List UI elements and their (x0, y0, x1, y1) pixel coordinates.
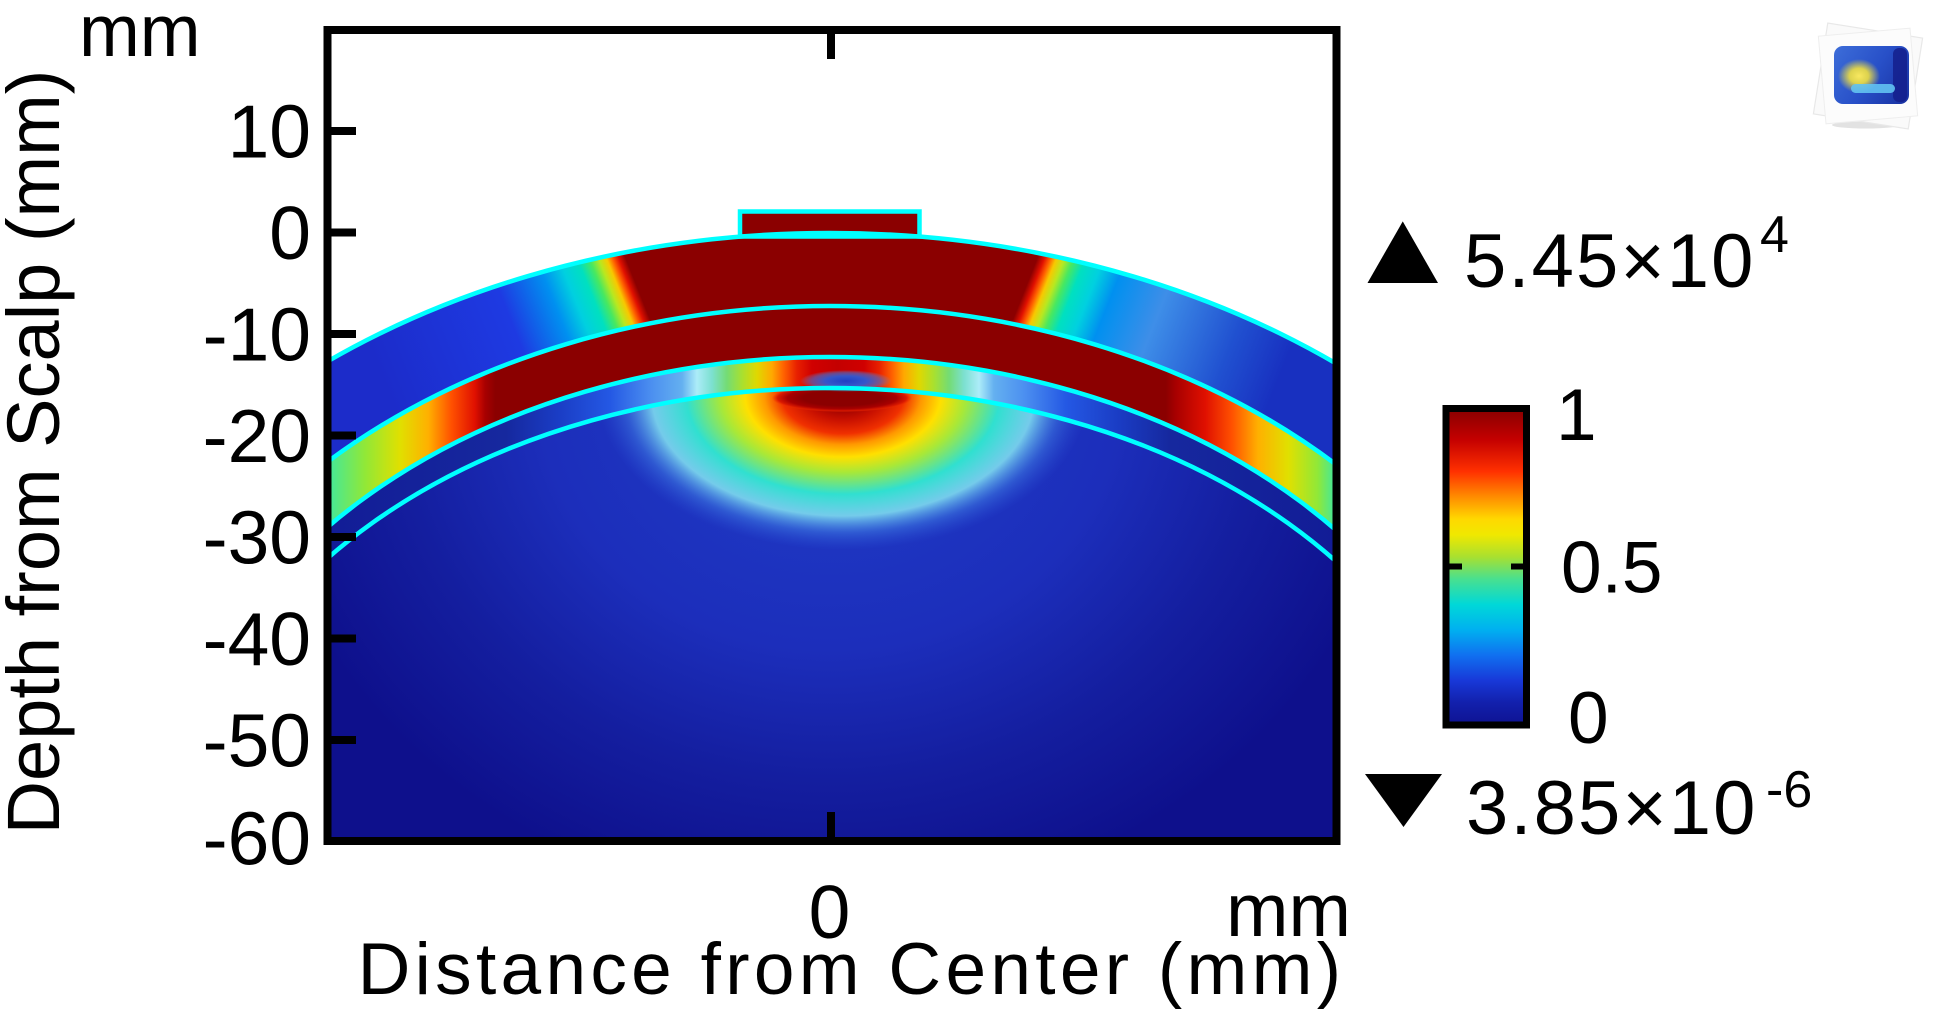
svg-text:5.45×10: 5.45×10 (1464, 219, 1756, 304)
svg-text:10: 10 (228, 90, 311, 174)
svg-text:3.85×10: 3.85×10 (1466, 766, 1758, 851)
svg-text:-20: -20 (203, 394, 311, 478)
svg-text:-10: -10 (203, 293, 311, 377)
svg-text:-6: -6 (1766, 761, 1812, 819)
svg-text:Depth from Scalp (mm): Depth from Scalp (mm) (0, 70, 75, 835)
svg-text:-40: -40 (203, 597, 311, 681)
svg-text:1: 1 (1556, 375, 1597, 456)
svg-text:0: 0 (269, 191, 311, 275)
svg-text:4: 4 (1760, 206, 1789, 264)
svg-text:0: 0 (809, 870, 851, 954)
svg-text:0.5: 0.5 (1561, 528, 1662, 609)
svg-text:Distance from Center (mm): Distance from Center (mm) (358, 929, 1346, 1010)
svg-text:0: 0 (1568, 678, 1609, 759)
svg-text:-30: -30 (203, 496, 311, 580)
svg-text:mm: mm (1226, 868, 1351, 952)
svg-text:-50: -50 (203, 699, 311, 783)
svg-text:mm: mm (79, 0, 201, 72)
svg-text:-60: -60 (203, 797, 311, 881)
